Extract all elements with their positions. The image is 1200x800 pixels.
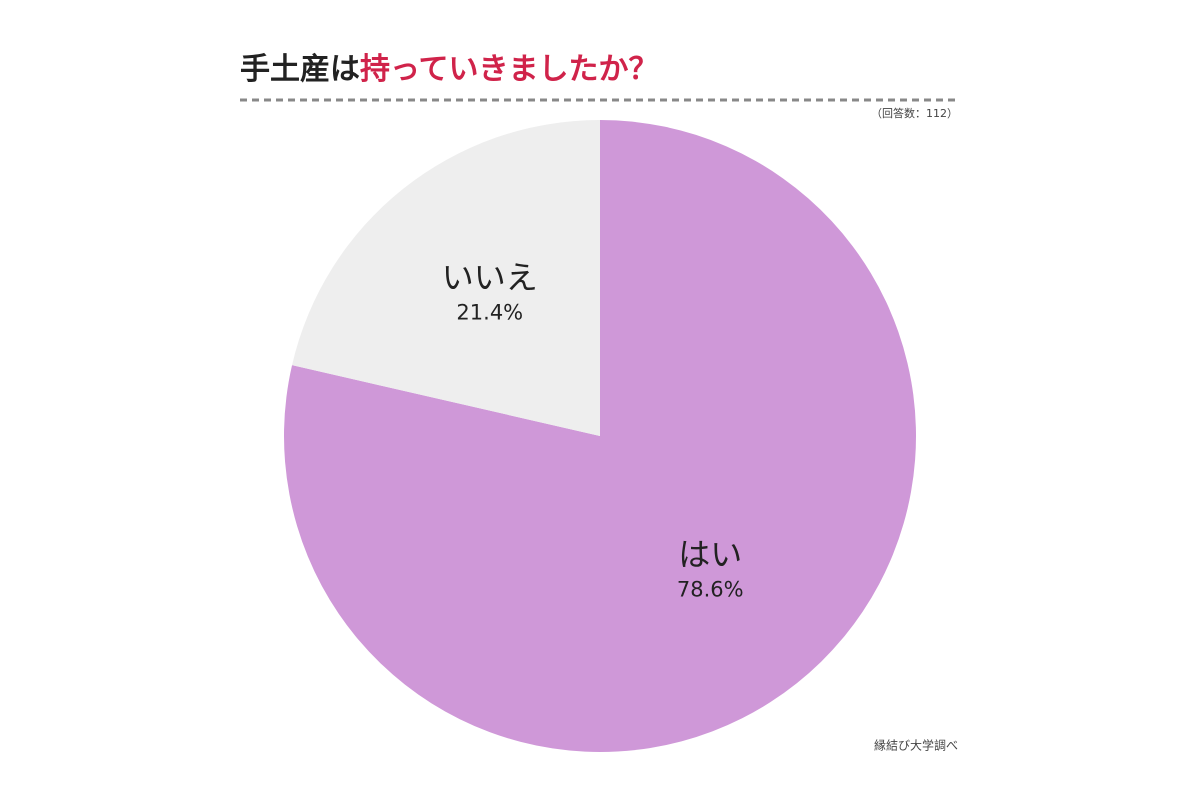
chart-title: 手土産は持っていきましたか？ bbox=[240, 52, 659, 87]
slice-label: はい bbox=[678, 535, 742, 573]
title-part: 手土産は bbox=[240, 52, 360, 87]
pie-slice bbox=[283, 120, 916, 753]
note: （回答数：112） bbox=[871, 106, 958, 120]
title-part: 持っていきましたか？ bbox=[360, 52, 659, 87]
pie-slice bbox=[292, 120, 600, 436]
value-label: 78.6% bbox=[677, 577, 744, 601]
slice-label: いいえ bbox=[442, 259, 538, 297]
value-label: 21.4% bbox=[456, 301, 523, 325]
source: 縁結び大学調べ bbox=[874, 738, 958, 753]
